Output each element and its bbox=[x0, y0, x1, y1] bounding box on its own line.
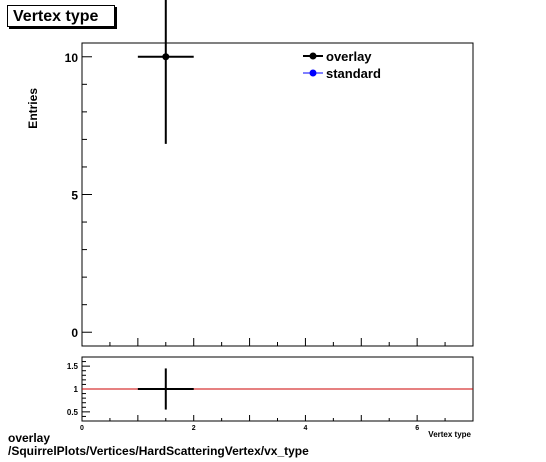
y-tick-label: 0 bbox=[71, 326, 78, 340]
x-tick-label: 2 bbox=[192, 425, 196, 432]
footer: overlay /SquirrelPlots/Vertices/HardScat… bbox=[8, 432, 309, 458]
x-tick-label: 0 bbox=[80, 425, 84, 432]
ratio-y-tick-label: 1 bbox=[74, 385, 79, 394]
legend-marker-standard bbox=[309, 69, 317, 77]
footer-line-1: overlay bbox=[8, 431, 51, 445]
ratio-y-tick-label: 1.5 bbox=[67, 362, 79, 371]
x-tick-label: 6 bbox=[415, 425, 419, 432]
main-plot-frame bbox=[81, 42, 474, 347]
overlay-data-point bbox=[162, 53, 170, 61]
footer-line-2: /SquirrelPlots/Vertices/HardScatteringVe… bbox=[8, 444, 309, 458]
y-axis-label: Entries bbox=[26, 88, 40, 129]
y-tick-label: 10 bbox=[65, 51, 79, 65]
y-tick-label: 5 bbox=[71, 189, 78, 203]
x-axis-label: Vertex type bbox=[428, 430, 471, 439]
legend-marker-overlay bbox=[309, 52, 317, 60]
legend-label-overlay: overlay bbox=[326, 49, 372, 64]
x-tick-label: 4 bbox=[303, 425, 307, 432]
ratio-y-tick-label: 0.5 bbox=[67, 408, 79, 417]
chart-title: Vertex type bbox=[7, 5, 115, 27]
legend-label-standard: standard bbox=[326, 66, 381, 81]
